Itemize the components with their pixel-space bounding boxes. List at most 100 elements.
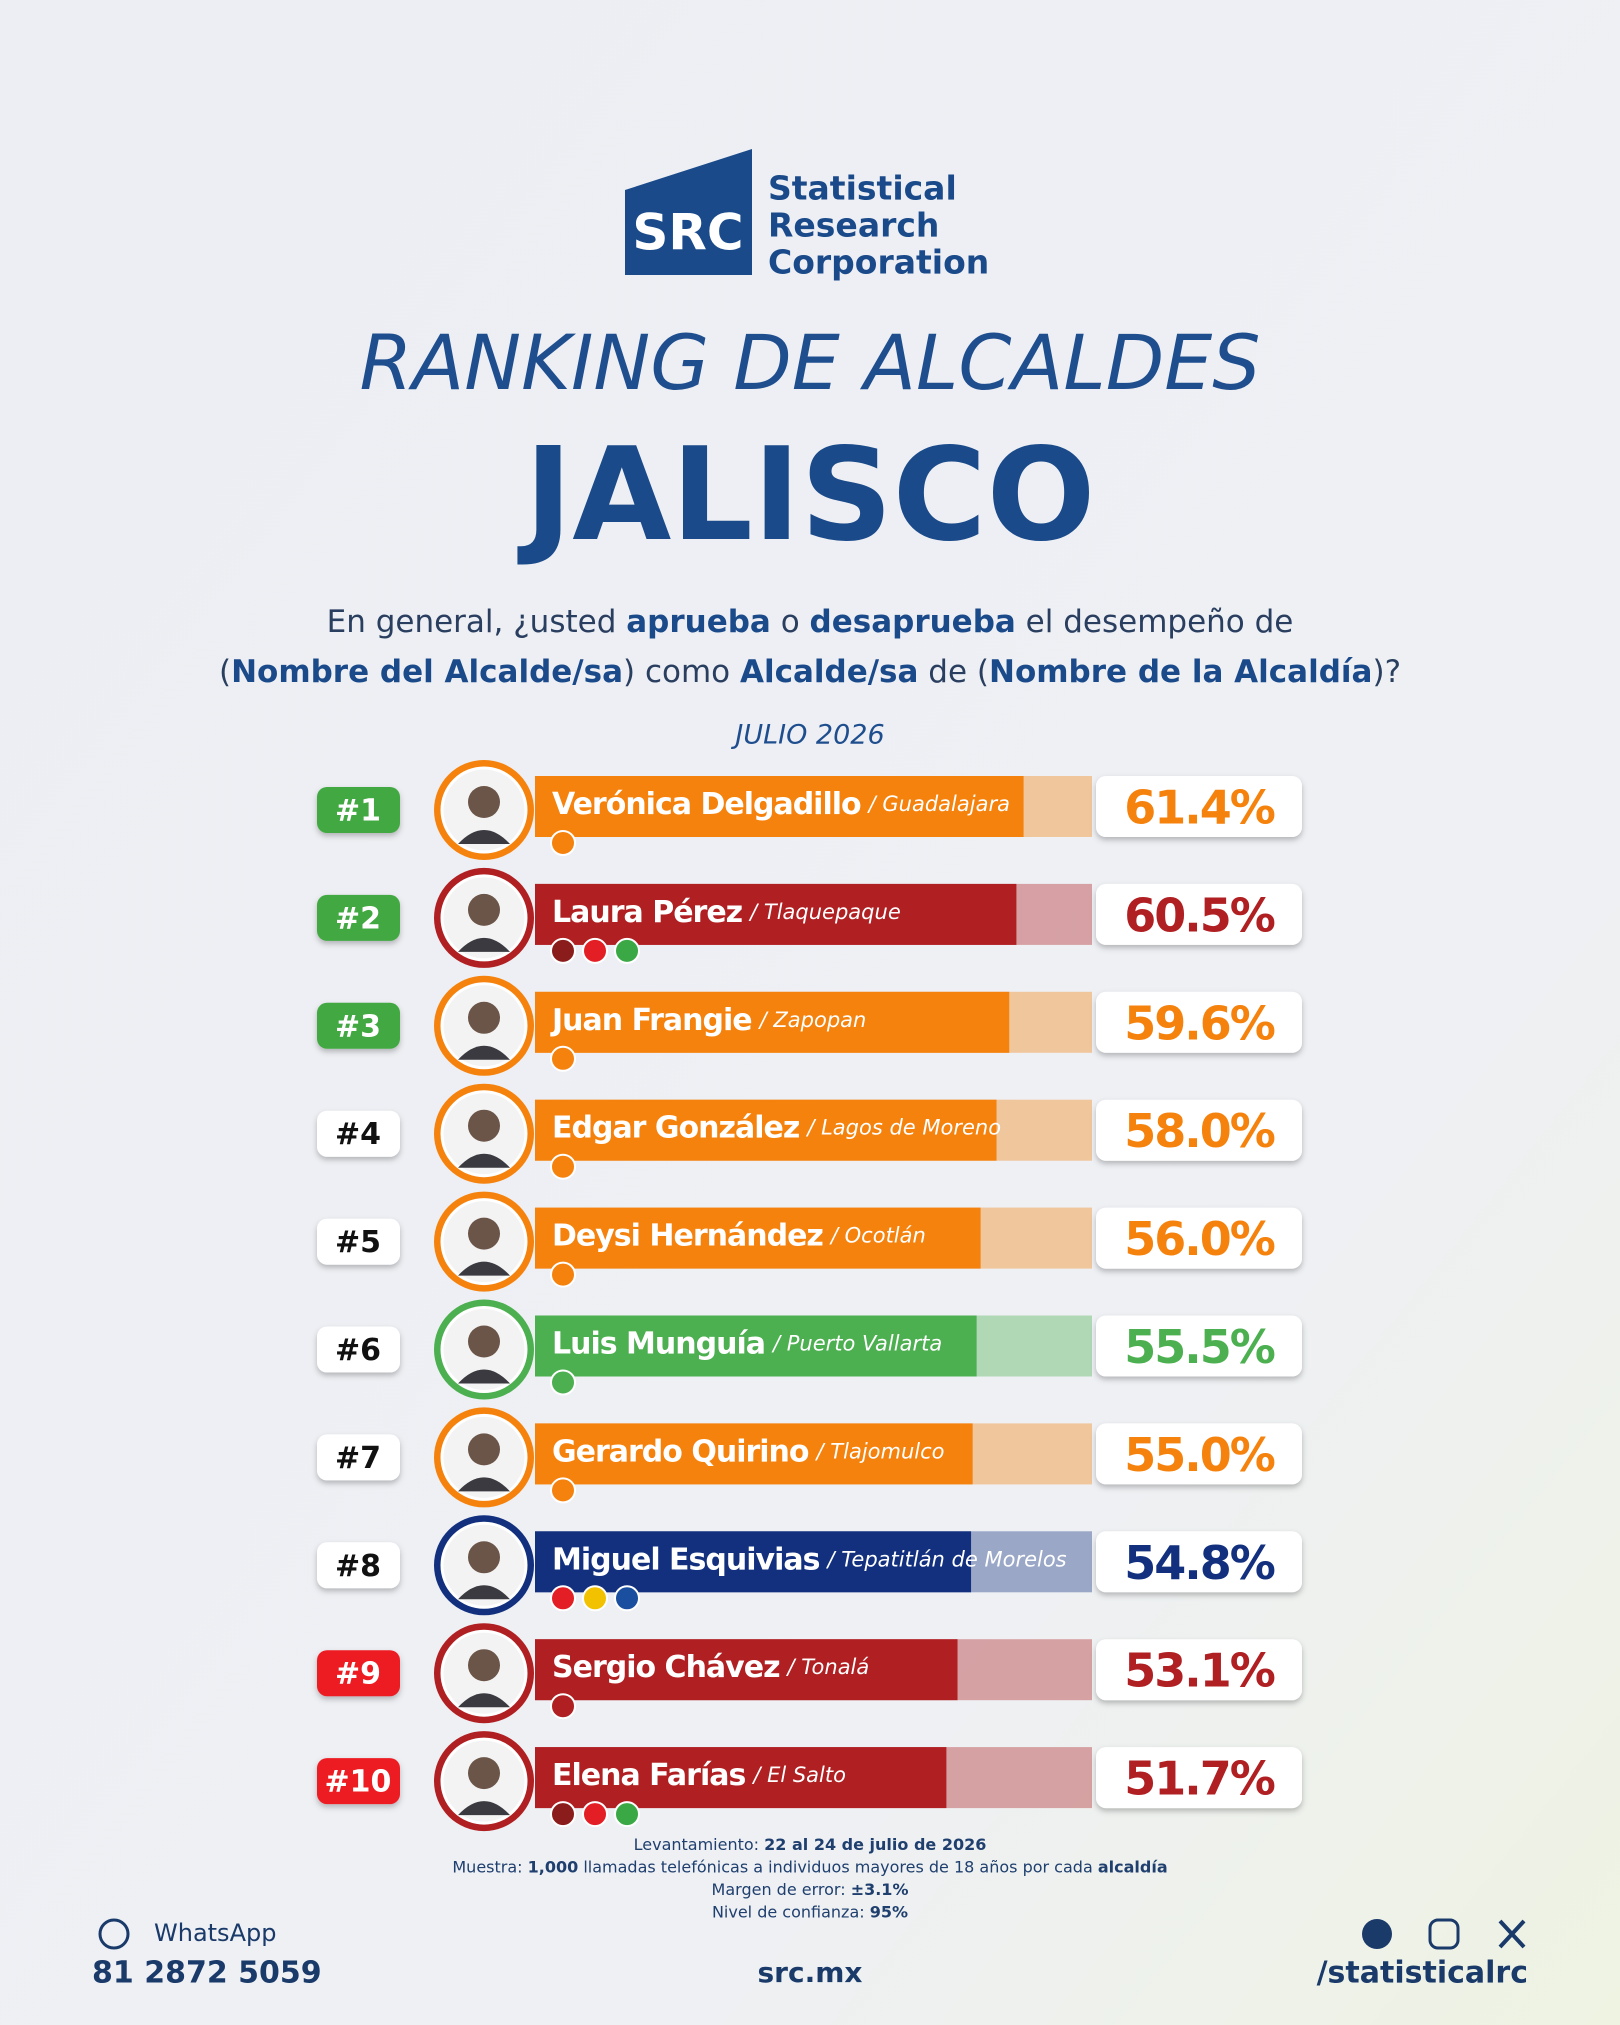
candidate-city: / Tonalá bbox=[786, 1655, 870, 1679]
value-box bbox=[1096, 883, 1302, 945]
ranking: #1 61.4%Verónica Delgadillo / Guadalajara #… bbox=[317, 760, 1302, 1832]
value-box bbox=[1096, 991, 1302, 1053]
rank-label: #6 bbox=[335, 1333, 381, 1368]
candidate-city: / Puerto Vallarta bbox=[771, 1332, 942, 1356]
photo-head bbox=[468, 1649, 500, 1682]
party-logo bbox=[582, 1801, 608, 1828]
ranking-row: #9 53.1% Sergio Chávez / Tonalá bbox=[317, 1623, 1302, 1724]
rank-badge bbox=[317, 1002, 400, 1049]
rank-label: #3 bbox=[335, 1009, 381, 1044]
rank-badge bbox=[317, 1326, 400, 1373]
x-icon[interactable] bbox=[1498, 1919, 1526, 1949]
ranking-row: #2 60.5% Laura Pérez / Tlaquepaque bbox=[317, 867, 1302, 968]
rank-label: #9 bbox=[335, 1657, 381, 1692]
value-box bbox=[1096, 776, 1302, 837]
photo-body bbox=[458, 1045, 510, 1060]
rank-badge bbox=[317, 1758, 400, 1805]
candidate: Sergio Chávez / Tonalá bbox=[552, 1650, 869, 1685]
candidate-name: Deysi Hernández bbox=[552, 1218, 823, 1253]
party-logo bbox=[550, 937, 576, 964]
notes: Levantamiento: 22 al 24 de julio de 2026… bbox=[452, 1835, 1167, 1922]
value-box bbox=[1096, 1639, 1302, 1701]
candidate: Luis Munguía / Puerto Vallarta bbox=[552, 1326, 942, 1361]
rank-badge bbox=[317, 1434, 400, 1481]
note-line: Muestra: 1,000 llamadas telefónicas a in… bbox=[452, 1857, 1167, 1876]
photo-head bbox=[468, 1325, 500, 1358]
facebook-icon[interactable] bbox=[1362, 1919, 1392, 1949]
photo-body bbox=[458, 1261, 510, 1276]
party-logo bbox=[550, 1693, 576, 1720]
rank-label: #2 bbox=[335, 901, 381, 936]
value-label: 53.1% bbox=[1124, 1644, 1274, 1698]
photo-body bbox=[458, 1369, 510, 1384]
photo-head bbox=[468, 1217, 500, 1250]
candidate-name: Edgar González bbox=[552, 1110, 800, 1145]
value-box bbox=[1096, 1099, 1302, 1161]
bar bbox=[535, 1207, 981, 1269]
photo-body bbox=[458, 1585, 510, 1600]
bar bbox=[535, 1315, 977, 1377]
logo-mark: SRC bbox=[632, 204, 743, 262]
candidate: Deysi Hernández / Ocotlán bbox=[552, 1218, 926, 1253]
question-bold: Alcalde/sa bbox=[740, 654, 918, 690]
rank-badge bbox=[317, 894, 400, 941]
logo-shape bbox=[625, 149, 752, 275]
note-value: alcaldía bbox=[1098, 1857, 1168, 1876]
whatsapp-icon bbox=[98, 1918, 130, 1950]
value-box bbox=[1096, 1423, 1302, 1485]
value-box bbox=[1096, 1207, 1302, 1269]
note-value: 95% bbox=[870, 1902, 908, 1921]
note-line: Nivel de confianza: 95% bbox=[712, 1902, 908, 1921]
logo-text: Statistical bbox=[768, 169, 957, 208]
value-label: 55.0% bbox=[1124, 1428, 1274, 1482]
whatsapp-label: WhatsApp bbox=[154, 1919, 276, 1947]
bar bbox=[535, 1099, 997, 1161]
party-logo bbox=[614, 1801, 640, 1828]
logo-text: Corporation bbox=[768, 243, 989, 282]
value-label: 60.5% bbox=[1124, 888, 1274, 942]
question-bold: aprueba bbox=[626, 604, 771, 640]
candidate-city: / El Salto bbox=[751, 1763, 846, 1787]
party-logo bbox=[550, 1477, 576, 1504]
candidate-name: Elena Farías bbox=[552, 1758, 745, 1793]
value-box bbox=[1096, 1531, 1302, 1593]
party-logo bbox=[614, 1585, 640, 1612]
question-text: ( bbox=[219, 654, 231, 690]
rank-badge bbox=[317, 1218, 400, 1265]
candidate-city: / Zapopan bbox=[758, 1008, 867, 1032]
party-logo bbox=[550, 1261, 576, 1288]
bar bbox=[535, 776, 1024, 837]
bar bbox=[535, 883, 1017, 945]
instagram-icon[interactable] bbox=[1428, 1918, 1460, 1950]
ranking-row: #10 51.7% Elena Farías / El Salto bbox=[317, 1731, 1302, 1832]
party-logo bbox=[550, 1045, 576, 1072]
candidate-city: / Ocotlán bbox=[829, 1224, 926, 1248]
photo-body bbox=[458, 1153, 510, 1168]
note-text: Nivel de confianza: bbox=[712, 1902, 870, 1921]
question: En general, ¿usted aprueba o desaprueba … bbox=[219, 604, 1401, 690]
site[interactable]: src.mx bbox=[758, 1956, 863, 1989]
logo: SRC Statistical Research Corporation bbox=[625, 149, 989, 282]
photo-head bbox=[468, 1109, 500, 1142]
phone: 81 2872 5059 bbox=[92, 1956, 322, 1991]
handle[interactable]: /statisticalrc bbox=[1317, 1956, 1528, 1991]
question-text: o bbox=[771, 604, 810, 640]
photo-body bbox=[458, 937, 510, 952]
note-value: 22 al 24 de julio de 2026 bbox=[764, 1835, 986, 1854]
note-text: Levantamiento: bbox=[634, 1835, 765, 1854]
question-text: el desempeño de bbox=[1016, 604, 1294, 640]
rank-label: #10 bbox=[325, 1765, 392, 1800]
candidate-name: Laura Pérez bbox=[552, 894, 743, 929]
candidate: Edgar González / Lagos de Moreno bbox=[552, 1110, 1001, 1145]
value-label: 59.6% bbox=[1124, 996, 1274, 1050]
candidate: Verónica Delgadillo / Guadalajara bbox=[552, 787, 1010, 822]
ranking-row: #1 61.4% Verónica Delgadillo / Guadalajara bbox=[317, 760, 1302, 860]
value-label: 55.5% bbox=[1124, 1320, 1274, 1374]
note-text: Margen de error: bbox=[712, 1880, 851, 1899]
value-box bbox=[1096, 1747, 1302, 1809]
candidate: Elena Farías / El Salto bbox=[552, 1758, 846, 1793]
question-bold: Nombre del Alcalde/sa bbox=[231, 654, 623, 690]
candidate-name: Gerardo Quirino bbox=[552, 1434, 809, 1469]
value-label: 56.0% bbox=[1124, 1212, 1274, 1266]
